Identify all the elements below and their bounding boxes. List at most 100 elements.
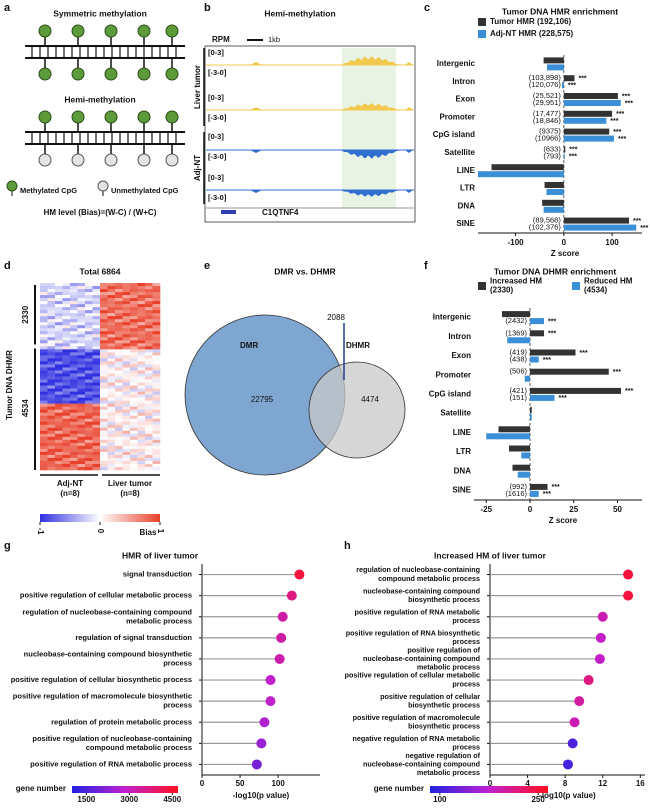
heatmap-cell	[85, 358, 93, 362]
heatmap-cell	[152, 406, 161, 410]
heatmap-cell	[85, 331, 93, 335]
heatmap-cell	[145, 382, 153, 386]
colorbar	[72, 786, 178, 793]
heatmap-cell	[70, 322, 78, 326]
heatmap-cell	[70, 415, 78, 420]
category-label: positive regulation of macromolecule bio…	[13, 692, 192, 710]
heatmap-cell	[115, 406, 123, 410]
heatmap-cell	[145, 352, 153, 356]
heatmap-cell	[152, 295, 161, 299]
heatmap-cell	[62, 367, 71, 371]
heatmap-cell	[40, 379, 48, 383]
count-label: (9375)	[539, 127, 561, 136]
heatmap-cell	[85, 343, 93, 347]
heatmap-cell	[100, 337, 108, 341]
colorbar-label: Bias	[140, 528, 157, 537]
heatmap-cell	[55, 331, 63, 335]
chart-title: Tumor DNA HMR enrichment	[502, 6, 618, 16]
heatmap-cell	[115, 370, 123, 374]
heatmap-cell	[107, 343, 116, 347]
significance: ***	[548, 318, 556, 325]
heatmap-cell	[130, 442, 138, 447]
dot	[594, 653, 605, 664]
heatmap-cell	[107, 379, 116, 383]
heatmap-cell	[40, 361, 48, 365]
heatmap-cell	[92, 319, 101, 323]
heatmap-cell	[85, 442, 93, 447]
heatmap-cell	[115, 292, 123, 296]
heatmap-cell	[107, 418, 116, 423]
heatmap-cell	[152, 382, 161, 386]
heatmap-cell	[47, 325, 56, 329]
heatmap-cell	[115, 409, 123, 413]
heatmap-cell	[55, 337, 63, 341]
category-label: positive regulation of nucleobase-contai…	[32, 734, 192, 752]
heatmap-cell	[145, 439, 153, 444]
heatmap-cell	[115, 349, 123, 353]
heatmap-cell	[85, 421, 93, 426]
heatmap-cell	[152, 436, 161, 441]
heatmap-cell	[85, 283, 93, 287]
heatmap-cell	[152, 424, 161, 429]
track-signal	[340, 190, 400, 197]
heatmap-cell	[77, 424, 86, 429]
heatmap-cell	[152, 412, 161, 417]
heatmap-cell	[77, 457, 86, 462]
heatmap-cell	[77, 427, 86, 432]
heatmap-cell	[115, 379, 123, 383]
heatmap-cell	[85, 400, 93, 404]
heatmap-cell	[107, 451, 116, 456]
heatmap-cell	[115, 331, 123, 335]
heatmap-cell	[145, 346, 153, 350]
heatmap-cell	[130, 346, 138, 350]
dot	[597, 611, 608, 622]
heatmap-cell	[145, 406, 153, 410]
heatmap-cell	[100, 424, 108, 429]
heatmap-cell	[85, 349, 93, 353]
heatmap-cell	[152, 340, 161, 344]
dot	[277, 611, 288, 622]
heatmap-cell	[55, 313, 63, 317]
heatmap-cell	[70, 367, 78, 371]
heatmap-cell	[137, 457, 146, 462]
heatmap-cell	[70, 439, 78, 444]
heatmap-cell	[85, 367, 93, 371]
heatmap-cell	[145, 325, 153, 329]
heatmap-cell	[107, 301, 116, 305]
heatmap-cell	[107, 304, 116, 308]
heatmap-cell	[70, 349, 78, 353]
heatmap-cell	[55, 424, 63, 429]
heatmap-cell	[152, 460, 161, 465]
heatmap-cell	[85, 364, 93, 368]
category-label: regulation of protein metabolic process	[51, 717, 192, 726]
heatmap-cell	[137, 337, 146, 341]
heatmap-cell	[152, 400, 161, 404]
heatmap-cell	[92, 382, 101, 386]
category-label: Satellite	[440, 409, 471, 418]
heatmap-cell	[55, 352, 63, 356]
x-tick-label: 50	[236, 779, 245, 788]
heatmap-cell	[145, 457, 153, 462]
heatmap-cell	[92, 301, 101, 305]
heatmap-cell	[100, 313, 108, 317]
group-label: Adj-NT	[193, 155, 202, 181]
heatmap-cell	[92, 325, 101, 329]
heatmap-cell	[70, 448, 78, 453]
bar	[563, 110, 613, 117]
heatmap-cell	[130, 295, 138, 299]
heatmap-cell	[122, 370, 131, 374]
heatmap-cell	[40, 352, 48, 356]
heatmap-cell	[100, 460, 108, 465]
heatmap-cell	[62, 421, 71, 426]
heatmap-cell	[77, 403, 86, 407]
methylated-cpg	[38, 24, 52, 38]
heatmap-cell	[85, 337, 93, 341]
heatmap-cell	[115, 283, 123, 287]
heatmap-cell	[40, 397, 48, 401]
heatmap-cell	[47, 358, 56, 362]
heatmap-cell	[40, 418, 48, 423]
heatmap-cell	[100, 445, 108, 450]
heatmap-cell	[70, 442, 78, 447]
legend-unmethylated	[97, 180, 109, 192]
